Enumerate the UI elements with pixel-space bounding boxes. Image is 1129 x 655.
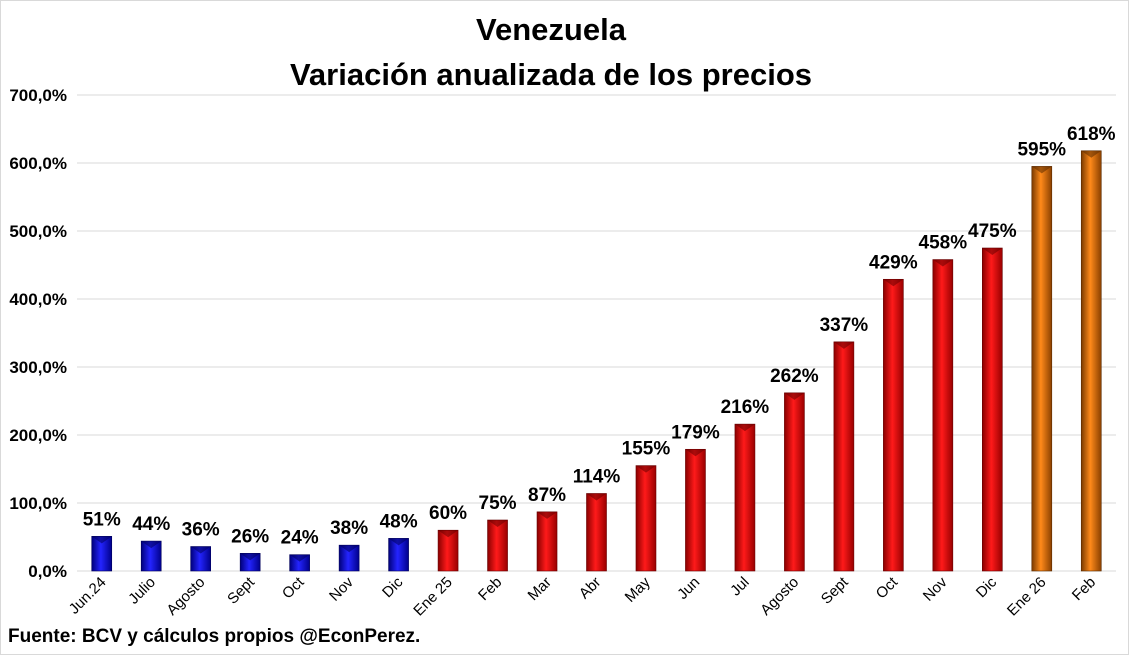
data-label: 51%	[83, 509, 121, 530]
bar-bevel	[932, 259, 953, 267]
bar	[1080, 150, 1102, 572]
x-tick-label: Dic	[973, 573, 1001, 601]
data-label: 429%	[869, 252, 918, 273]
bar-bevel	[487, 520, 508, 527]
bar	[586, 493, 607, 572]
bar	[784, 392, 805, 572]
bar-bevel	[190, 546, 211, 554]
x-tick-label: Feb	[475, 574, 505, 604]
x-tick-label: Julio	[125, 574, 159, 608]
bar	[685, 448, 706, 572]
data-label: 26%	[231, 526, 269, 547]
data-label: 60%	[429, 503, 467, 524]
y-tick-label: 700,0%	[9, 86, 67, 105]
data-label: 114%	[573, 466, 621, 487]
x-tick-label: Oct	[279, 573, 308, 602]
bar	[833, 341, 855, 572]
bar-bevel	[388, 538, 409, 546]
x-tick-label: Feb	[1069, 574, 1099, 604]
x-tick-label: Ene 25	[410, 574, 456, 620]
bar	[932, 259, 954, 572]
bar	[487, 519, 508, 572]
x-tick-label: Jun	[674, 574, 703, 603]
data-label: 48%	[380, 511, 418, 532]
data-label: 337%	[820, 315, 869, 336]
data-label: 179%	[671, 422, 720, 443]
bar-bevel	[91, 536, 112, 544]
bar	[635, 465, 657, 572]
x-tick-label: Jun.24	[66, 574, 110, 618]
x-tick-label: Nov	[920, 573, 951, 604]
data-label: 155%	[622, 439, 671, 460]
x-tick-label: May	[622, 573, 654, 605]
y-tick-label: 400,0%	[9, 290, 67, 309]
x-tick-label: Jul	[727, 574, 753, 600]
bar	[536, 511, 558, 572]
y-tick-label: 0,0%	[28, 562, 67, 581]
data-label: 75%	[479, 493, 517, 514]
y-tick-label: 300,0%	[9, 358, 67, 377]
data-label: 216%	[721, 397, 770, 418]
y-tick-label: 200,0%	[9, 426, 67, 445]
x-tick-label: Dic	[379, 573, 407, 601]
x-tick-label: Sept	[224, 573, 258, 607]
bar-bevel	[289, 554, 310, 562]
x-tick-label: Agosto	[757, 574, 802, 619]
data-label: 44%	[132, 514, 170, 535]
y-tick-label: 600,0%	[9, 154, 67, 173]
bar	[734, 423, 756, 572]
data-label: 595%	[1017, 139, 1066, 160]
data-label: 38%	[330, 518, 368, 539]
x-tick-label: Ene 26	[1004, 574, 1050, 620]
bar	[883, 278, 904, 572]
x-tick-label: Sept	[818, 573, 852, 607]
x-tick-label: Agosto	[163, 574, 208, 619]
data-label: 24%	[281, 528, 319, 549]
bar	[982, 247, 1003, 572]
bar-bevel	[982, 248, 1003, 255]
bar	[1031, 166, 1053, 572]
data-label: 618%	[1067, 124, 1116, 145]
bar-bevel	[685, 449, 706, 457]
bar-bevel	[1081, 150, 1102, 158]
data-label: 262%	[770, 366, 819, 387]
data-label: 458%	[919, 233, 968, 254]
y-tick-label: 100,0%	[9, 494, 67, 513]
bar-bevel	[586, 493, 607, 501]
bar-bevel	[734, 424, 755, 432]
bar-bevel	[438, 530, 459, 538]
bar-bevel	[833, 341, 854, 349]
x-tick-label: Mar	[525, 574, 555, 604]
bar-bevel	[537, 511, 558, 519]
y-tick-label: 500,0%	[9, 222, 67, 241]
bar-bevel	[635, 465, 656, 473]
data-label: 87%	[528, 485, 566, 506]
bar-bevel	[141, 541, 162, 549]
chart-subtitle: Variación anualizada de los precios	[289, 57, 813, 92]
bar-bevel	[883, 279, 904, 287]
x-tick-label: Nov	[326, 573, 357, 604]
bar-bevel	[240, 553, 261, 561]
bar-bevel	[1031, 166, 1052, 174]
chart-title: Venezuela	[476, 12, 626, 47]
data-label: 36%	[182, 520, 220, 541]
data-label: 475%	[968, 221, 1017, 242]
bar-bevel	[784, 392, 805, 400]
source-note: Fuente: BCV y cálculos propios @EconPere…	[8, 626, 421, 647]
bar-bevel	[339, 545, 360, 553]
x-tick-label: Abr	[576, 574, 605, 603]
x-tick-label: Oct	[873, 573, 902, 602]
